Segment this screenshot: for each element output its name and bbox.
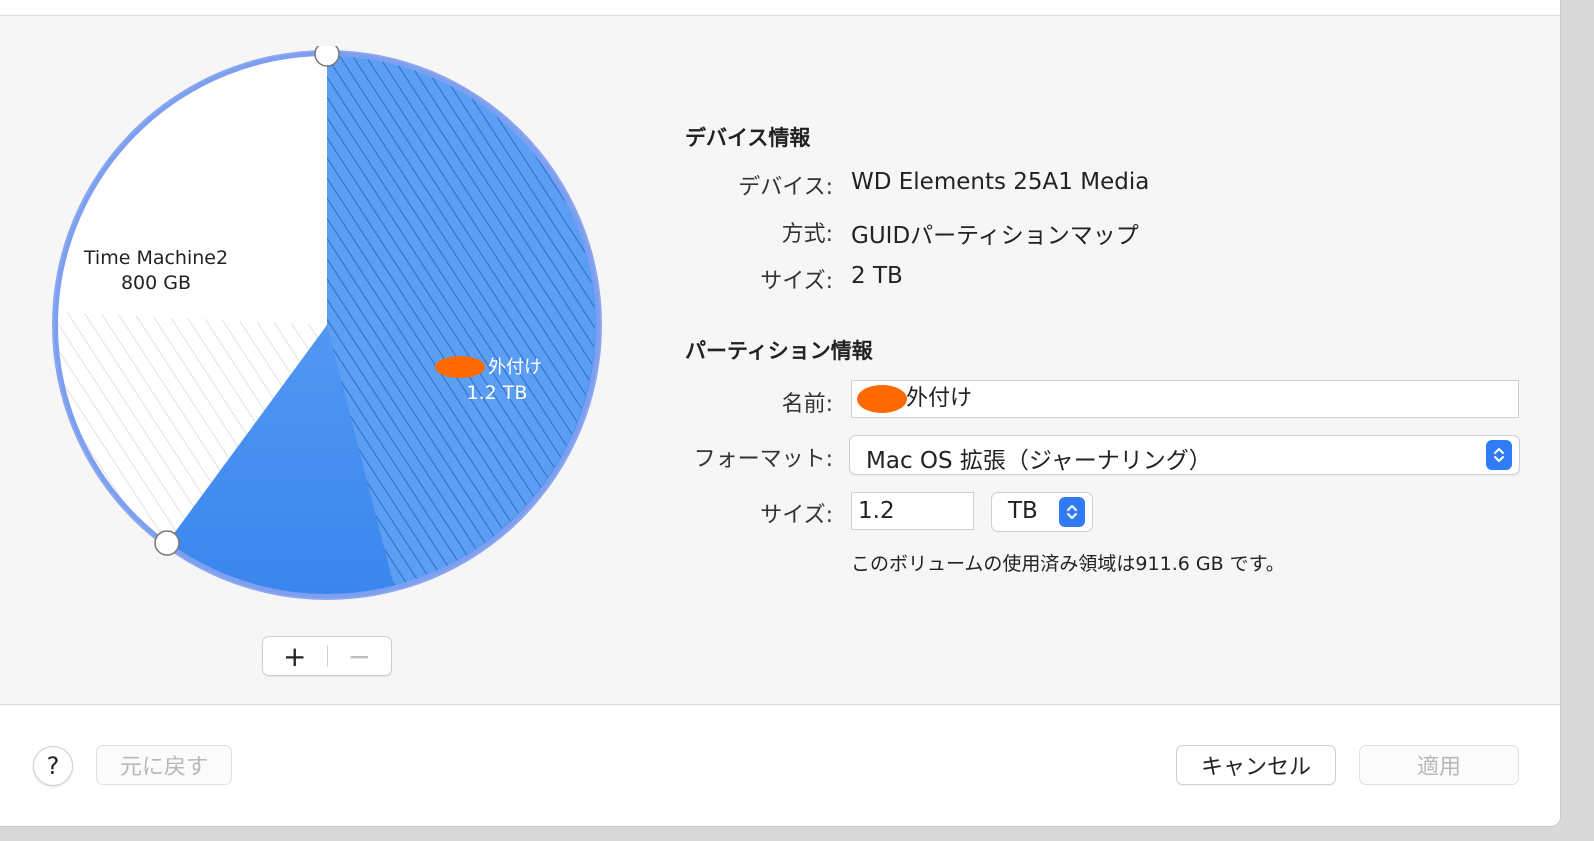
device-value: WD Elements 25A1 Media: [851, 169, 1150, 195]
scheme-label: 方式:: [781, 222, 833, 247]
device-label: デバイス:: [738, 175, 833, 200]
pie-label-selected-name: 外付け: [488, 357, 542, 378]
partition-pie-chart[interactable]: Time Machine2 800 GB 外付け 1.2 TB: [44, 46, 610, 612]
chevron-updown-icon[interactable]: [1486, 440, 1512, 470]
pie-handle-icon[interactable]: [154, 530, 180, 556]
format-label: フォーマット:: [693, 447, 833, 472]
pie-handle-icon[interactable]: [314, 46, 340, 67]
partition-add-remove-control: + −: [262, 636, 392, 676]
format-value: Mac OS 拡張（ジャーナリング）: [866, 448, 1212, 474]
name-label: 名前:: [781, 392, 833, 417]
pie-label-name: Time Machine2: [83, 247, 228, 269]
partition-name-value: 外付け: [906, 386, 973, 411]
device-size-value: 2 TB: [851, 263, 903, 289]
partition-info-title: パーティション情報: [685, 339, 873, 363]
partition-size-label: サイズ:: [760, 503, 833, 528]
cancel-button[interactable]: キャンセル: [1176, 745, 1336, 785]
pie-label-selected-size: 1.2 TB: [467, 382, 528, 404]
format-select[interactable]: Mac OS 拡張（ジャーナリング）: [849, 435, 1520, 475]
apply-button[interactable]: 適用: [1359, 745, 1519, 785]
pie-slice-time-machine-free: [56, 312, 328, 543]
partition-size-value: 1.2: [858, 498, 895, 524]
partition-size-field[interactable]: 1.2: [851, 492, 974, 530]
pie-slice-selected-free: [327, 55, 595, 586]
redaction-mark: [857, 385, 907, 413]
segment-divider: [326, 645, 328, 667]
pie-svg[interactable]: Time Machine2 800 GB 外付け 1.2 TB: [44, 46, 610, 612]
device-size-label: サイズ:: [760, 269, 833, 294]
sheet-top-edge: [0, 0, 1560, 16]
device-info-title: デバイス情報: [685, 126, 811, 150]
help-icon[interactable]: ?: [33, 746, 73, 786]
minus-icon[interactable]: −: [347, 639, 371, 673]
redaction-mark: [435, 356, 485, 378]
size-unit-value: TB: [1008, 498, 1038, 524]
used-space-note: このボリュームの使用済み領域は911.6 GB です。: [851, 553, 1285, 575]
pie-label-size: 800 GB: [121, 272, 191, 294]
size-unit-select[interactable]: TB: [991, 492, 1093, 532]
chevron-updown-icon[interactable]: [1059, 497, 1085, 527]
revert-button[interactable]: 元に戻す: [96, 745, 232, 785]
scheme-value: GUIDパーティションマップ: [851, 223, 1139, 249]
partition-sheet: Time Machine2 800 GB 外付け 1.2 TB + − デバイス…: [0, 0, 1561, 827]
plus-icon[interactable]: +: [283, 639, 307, 673]
partition-name-field[interactable]: 外付け: [851, 380, 1519, 418]
